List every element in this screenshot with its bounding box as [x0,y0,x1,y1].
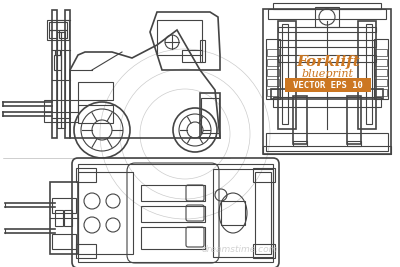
Bar [375,49,387,56]
Bar [200,93,220,138]
Bar [266,133,388,151]
Bar [282,24,288,124]
Bar [347,96,361,144]
Bar [59,30,67,38]
Bar [263,146,391,154]
Bar [78,172,133,254]
Bar [278,55,376,62]
Bar [78,82,113,100]
Bar [200,40,205,62]
Bar [375,59,387,66]
Bar [49,30,57,38]
Bar [50,182,78,254]
Bar [55,50,60,55]
Bar [273,3,381,9]
Bar [64,210,72,226]
Bar [213,169,273,257]
Bar [57,32,61,128]
Text: Forklift: Forklift [296,55,360,69]
Bar [55,210,63,226]
Bar [315,7,339,27]
Bar [52,198,76,213]
Bar [253,244,275,258]
Bar [141,206,205,222]
Bar [78,105,113,123]
Bar [201,98,219,133]
Bar [267,79,279,86]
Bar [347,141,361,146]
Bar [278,27,376,32]
Text: VECTOR EPS 10: VECTOR EPS 10 [293,80,363,89]
Bar [78,164,273,262]
Bar [157,20,202,55]
Bar [366,24,372,124]
Bar [52,10,57,138]
Bar [44,100,78,122]
Bar [278,40,376,47]
Bar [221,201,245,225]
Bar [52,234,76,249]
Bar [267,59,279,66]
Bar [293,96,307,144]
Bar [182,50,202,62]
Bar [374,39,388,99]
Bar [49,22,67,30]
Bar [255,172,271,254]
Bar [65,10,70,138]
Bar [293,141,307,146]
Bar [267,89,279,96]
Bar [76,168,96,182]
Text: blueprint: blueprint [302,69,354,79]
Bar [273,97,381,107]
Bar [271,89,383,99]
Bar [141,227,205,249]
Bar [61,32,65,128]
Bar [375,89,387,96]
Bar [267,49,279,56]
Bar [266,39,280,99]
Bar [263,9,391,154]
Bar [375,79,387,86]
Bar [253,168,275,182]
Bar [47,20,69,40]
Bar [141,185,205,201]
Bar [267,69,279,76]
Bar [358,21,376,129]
Bar [268,9,386,19]
Text: dreamstime.com: dreamstime.com [202,245,278,253]
Bar [54,55,61,70]
FancyBboxPatch shape [285,78,371,92]
Bar [76,244,96,258]
Bar [278,21,296,129]
Bar [375,69,387,76]
